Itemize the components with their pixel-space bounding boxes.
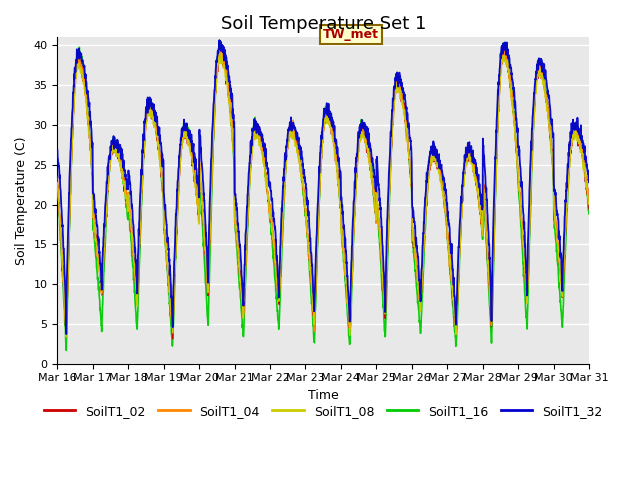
Y-axis label: Soil Temperature (C): Soil Temperature (C) [15, 136, 28, 265]
X-axis label: Time: Time [308, 389, 339, 402]
Title: Soil Temperature Set 1: Soil Temperature Set 1 [221, 15, 426, 33]
Text: TW_met: TW_met [323, 28, 380, 41]
Legend: SoilT1_02, SoilT1_04, SoilT1_08, SoilT1_16, SoilT1_32: SoilT1_02, SoilT1_04, SoilT1_08, SoilT1_… [39, 400, 607, 423]
